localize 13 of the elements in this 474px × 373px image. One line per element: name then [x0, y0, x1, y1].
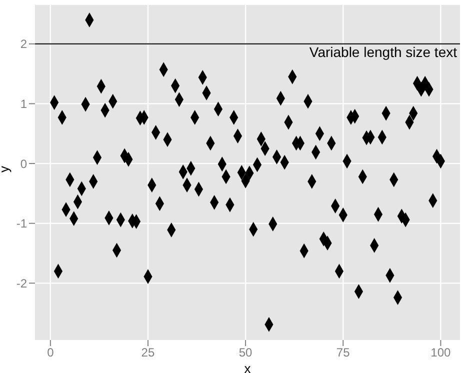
- x-tick-label: 100: [430, 346, 452, 360]
- x-tick-label: 50: [238, 346, 253, 360]
- y-tick-label: 1: [20, 96, 28, 111]
- x-tick-label: 25: [141, 346, 155, 360]
- y-axis-title: y: [0, 166, 12, 172]
- y-tick-label: 2: [20, 37, 28, 52]
- x-tick-label: 0: [47, 346, 54, 360]
- y-tick-label: -1: [16, 216, 28, 231]
- y-tick-label: -2: [16, 276, 28, 290]
- x-axis-title: x: [244, 361, 252, 373]
- y-tick-label: 0: [20, 156, 28, 171]
- x-tick-label: 75: [336, 346, 350, 360]
- ref-line-label: Variable length size text: [309, 44, 458, 60]
